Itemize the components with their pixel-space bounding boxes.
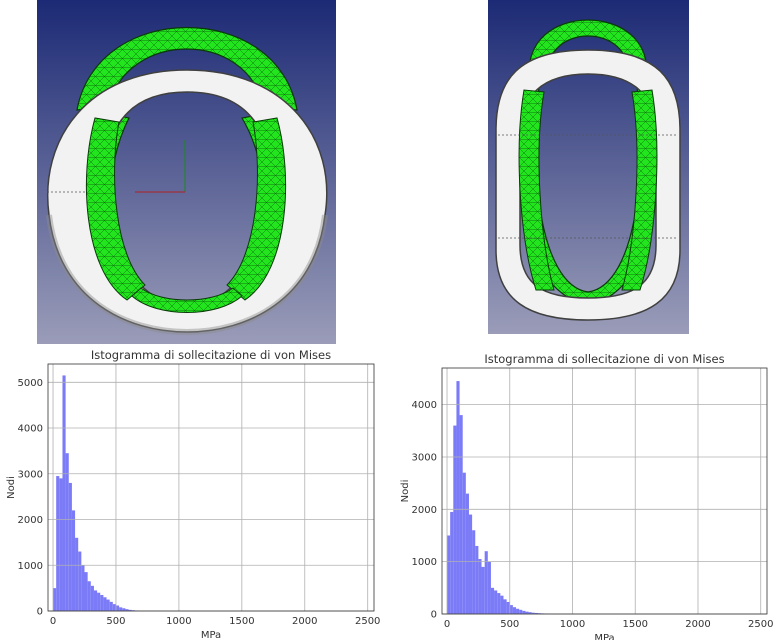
histogram-bar	[456, 381, 460, 614]
plot-frame	[441, 367, 768, 615]
histogram-bar	[497, 593, 501, 614]
histogram-bar	[56, 476, 60, 611]
histogram-chart-right: Istogramma di sollecitazione di von Mise…	[390, 344, 777, 640]
y-tick-label: 5000	[18, 378, 43, 389]
histogram-bar	[103, 597, 107, 611]
x-tick-label: 0	[50, 616, 56, 627]
histogram-bar	[90, 585, 94, 611]
plot-frame	[47, 363, 375, 612]
histogram-bar	[534, 612, 538, 614]
histogram-bar	[65, 453, 69, 611]
mesh-render-left	[37, 0, 336, 344]
histogram-bar	[87, 581, 91, 611]
histogram-bar	[468, 514, 473, 614]
histogram-bar	[494, 590, 498, 614]
histogram-bar	[487, 561, 491, 614]
x-tick-label: 2000	[685, 619, 710, 630]
x-tick-label: 1500	[623, 619, 648, 630]
y-tick-label: 4000	[18, 424, 43, 435]
chart-title: Istogramma di sollecitazione di von Mise…	[91, 348, 331, 362]
histogram-bar	[84, 572, 88, 611]
x-tick-label: 2000	[292, 616, 317, 627]
histogram-bar	[490, 587, 495, 614]
y-tick-label: 0	[37, 607, 43, 618]
histogram-bar	[475, 545, 479, 614]
histogram-bar	[447, 535, 451, 614]
histogram-bar	[453, 425, 457, 614]
histogram-bar	[528, 612, 532, 614]
histogram-bar	[115, 605, 120, 611]
x-axis-label: MPa	[594, 633, 614, 640]
histogram-chart-left: Istogramma di sollecitazione di von Mise…	[0, 344, 390, 640]
histogram-bar	[506, 601, 510, 614]
y-tick-label: 1000	[18, 561, 43, 572]
green-mesh-overlay	[518, 89, 658, 291]
x-tick-label: 1000	[166, 616, 191, 627]
y-tick-label: 4000	[412, 400, 437, 411]
histogram-bar	[71, 510, 76, 611]
histogram-bar	[503, 599, 507, 614]
x-tick-label: 2500	[355, 616, 380, 627]
histogram-bar	[131, 610, 135, 611]
histogram-bar	[78, 551, 82, 611]
x-tick-label: 1000	[560, 619, 585, 630]
histogram-bar	[531, 612, 535, 614]
histogram-bar	[472, 530, 476, 614]
histogram-bar	[484, 551, 488, 614]
histogram-bar	[509, 605, 513, 614]
x-axis-label: MPa	[201, 630, 221, 640]
histogram-bar	[459, 415, 463, 614]
x-tick-label: 0	[444, 619, 450, 630]
y-tick-label: 3000	[18, 469, 43, 480]
histogram-bar	[119, 607, 123, 611]
histogram-bar	[68, 482, 72, 611]
histogram-bar	[500, 595, 504, 614]
y-tick-label: 3000	[412, 452, 437, 463]
y-tick-label: 2000	[412, 505, 437, 516]
histogram-bar	[128, 609, 132, 611]
histogram-bar	[62, 375, 66, 611]
chart-title: Istogramma di sollecitazione di von Mise…	[484, 352, 724, 366]
y-tick-label: 1000	[412, 557, 437, 568]
histogram-bar	[59, 478, 63, 611]
x-tick-label: 1500	[229, 616, 254, 627]
histogram-bar	[106, 599, 110, 611]
xy-axes-icon	[47, 140, 186, 193]
green-mesh-overlay	[85, 117, 287, 313]
mesh-render-right	[488, 0, 689, 334]
histogram-bar	[481, 566, 485, 614]
histogram-bar	[53, 588, 57, 611]
histogram-bar	[75, 537, 79, 611]
x-tick-label: 2500	[748, 619, 773, 630]
y-tick-label: 0	[431, 610, 437, 621]
x-tick-label: 500	[500, 619, 519, 630]
y-axis-label: Nodi	[6, 476, 17, 499]
histogram-bar	[522, 610, 526, 614]
histogram-bar	[112, 604, 116, 611]
histogram-bar	[450, 511, 454, 614]
x-tick-label: 500	[106, 616, 125, 627]
histogram-bar	[109, 601, 113, 611]
histogram-bar	[462, 472, 466, 614]
histogram-bar	[100, 594, 104, 611]
histogram-bar	[519, 609, 523, 614]
histogram-bar	[525, 611, 529, 614]
y-tick-label: 2000	[18, 515, 43, 526]
histogram-bar	[93, 590, 98, 611]
histogram-bar	[81, 565, 85, 611]
histogram-bar	[516, 608, 520, 614]
histogram-bar	[512, 607, 517, 614]
y-axis-label: Nodi	[400, 480, 411, 503]
histogram-bar	[97, 592, 101, 611]
histogram-bar	[465, 493, 469, 614]
histogram-bar	[122, 608, 126, 611]
histogram-bar	[478, 559, 482, 614]
histogram-bar	[125, 609, 129, 611]
